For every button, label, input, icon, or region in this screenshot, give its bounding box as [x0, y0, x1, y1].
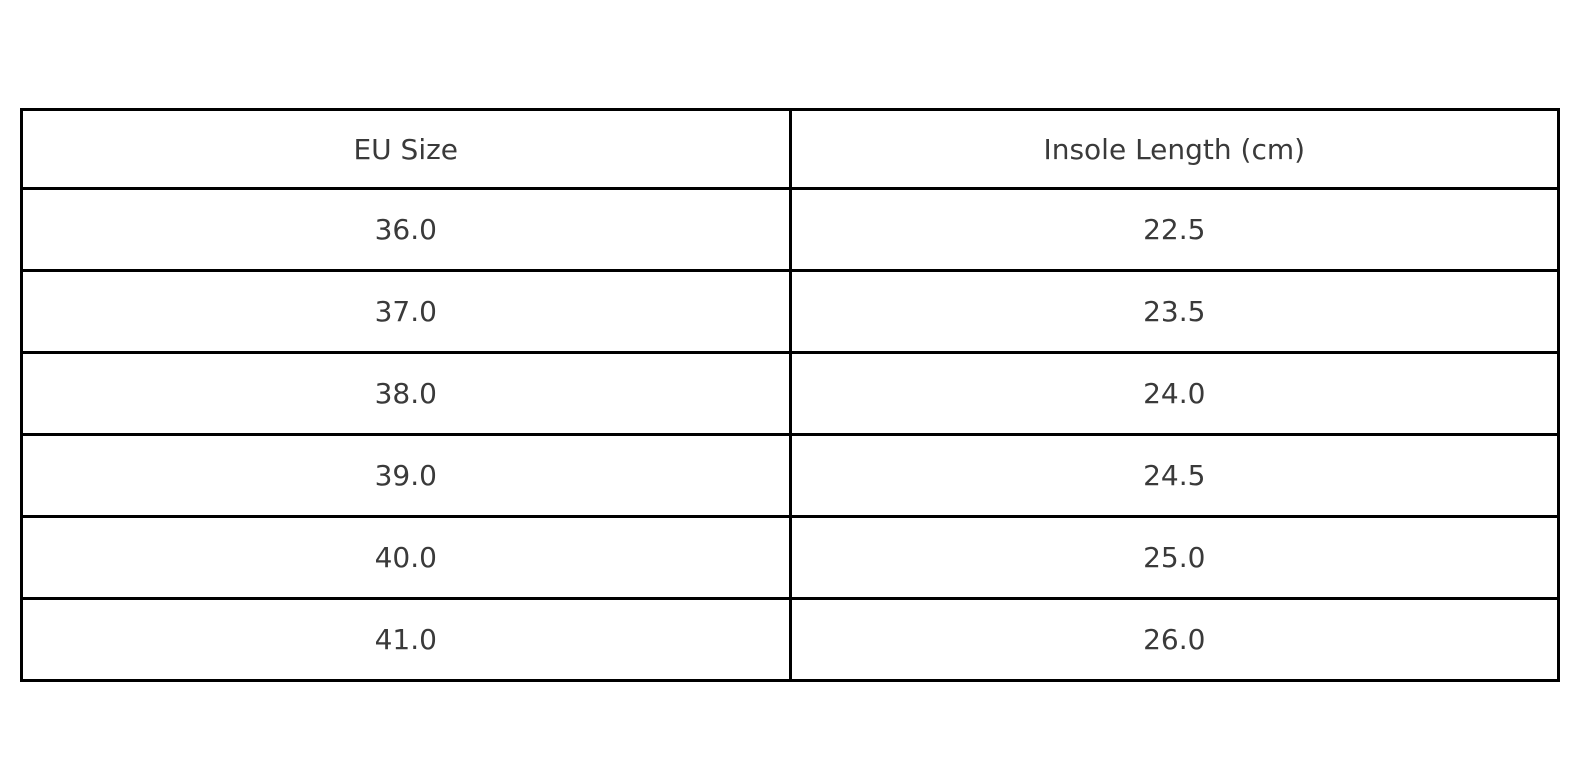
- cell-insole-length: 26.0: [788, 597, 1560, 682]
- cell-eu-size: 36.0: [20, 187, 792, 272]
- cell-insole-length: 22.5: [788, 187, 1560, 272]
- cell-eu-size: 41.0: [20, 597, 792, 682]
- table-row: 36.0 22.5: [20, 187, 1560, 272]
- table-row: 39.0 24.5: [20, 433, 1560, 518]
- shoe-size-table-header: EU Size Insole Length (cm): [20, 108, 1560, 190]
- table-row: 40.0 25.0: [20, 515, 1560, 600]
- cell-insole-length: 25.0: [788, 515, 1560, 600]
- table-row: 41.0 26.0: [20, 597, 1560, 682]
- cell-eu-size: 38.0: [20, 351, 792, 436]
- cell-insole-length: 24.0: [788, 351, 1560, 436]
- cell-insole-length: 24.5: [788, 433, 1560, 518]
- header-cell-insole-length: Insole Length (cm): [788, 108, 1560, 190]
- shoe-size-table: EU Size Insole Length (cm) 36.0 22.5 37.…: [20, 108, 1560, 682]
- table-row: 38.0 24.0: [20, 351, 1560, 436]
- shoe-size-table-body: 36.0 22.5 37.0 23.5 38.0 24.0 39.0 24.5 …: [20, 187, 1560, 682]
- cell-eu-size: 37.0: [20, 269, 792, 354]
- cell-eu-size: 39.0: [20, 433, 792, 518]
- cell-eu-size: 40.0: [20, 515, 792, 600]
- cell-insole-length: 23.5: [788, 269, 1560, 354]
- table-row: 37.0 23.5: [20, 269, 1560, 354]
- header-row: EU Size Insole Length (cm): [20, 108, 1560, 190]
- header-cell-eu-size: EU Size: [20, 108, 792, 190]
